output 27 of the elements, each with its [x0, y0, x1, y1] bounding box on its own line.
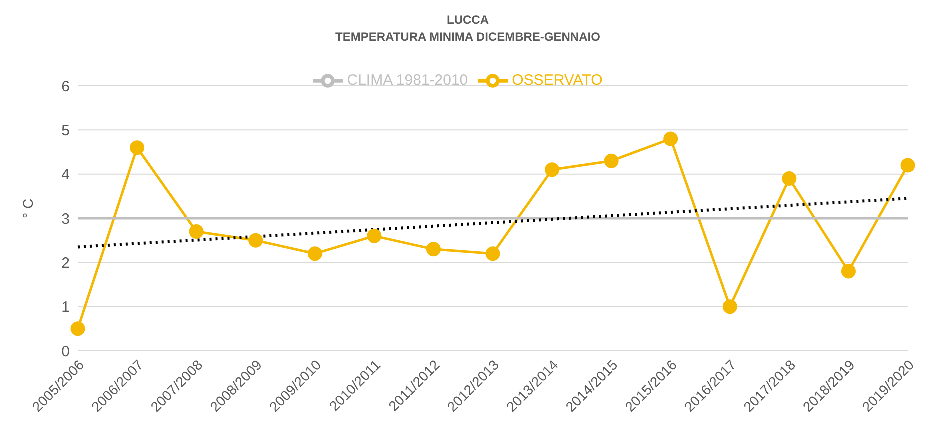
point — [604, 154, 619, 168]
point — [664, 132, 678, 146]
y-axis-title: ° C — [20, 198, 36, 218]
y-tick-label: 6 — [62, 78, 70, 96]
point — [722, 300, 738, 314]
legend-label: CLIMA 1981-2010 — [347, 72, 468, 89]
point — [130, 140, 145, 156]
y-tick-label: 5 — [62, 122, 70, 140]
point — [545, 162, 560, 178]
point — [189, 224, 204, 239]
y-tick-label: 0 — [62, 343, 70, 360]
y-tick-label: 2 — [62, 254, 70, 272]
point — [900, 158, 916, 173]
point — [248, 233, 264, 248]
y-tick-label: 4 — [62, 166, 70, 184]
point — [782, 172, 797, 186]
chart-title: LUCCA — [446, 12, 490, 29]
y-tick-label: 1 — [62, 299, 70, 316]
point — [70, 322, 86, 336]
point — [367, 228, 382, 244]
point — [486, 246, 500, 262]
legend-label: OSSERVATO — [512, 72, 603, 89]
point — [308, 246, 322, 262]
chart-subtitle: TEMPERATURA MINIMA DICEMBRE-GENNAIO — [334, 29, 602, 46]
point — [841, 264, 856, 279]
y-tick-label: 3 — [62, 210, 70, 228]
point — [426, 242, 441, 257]
